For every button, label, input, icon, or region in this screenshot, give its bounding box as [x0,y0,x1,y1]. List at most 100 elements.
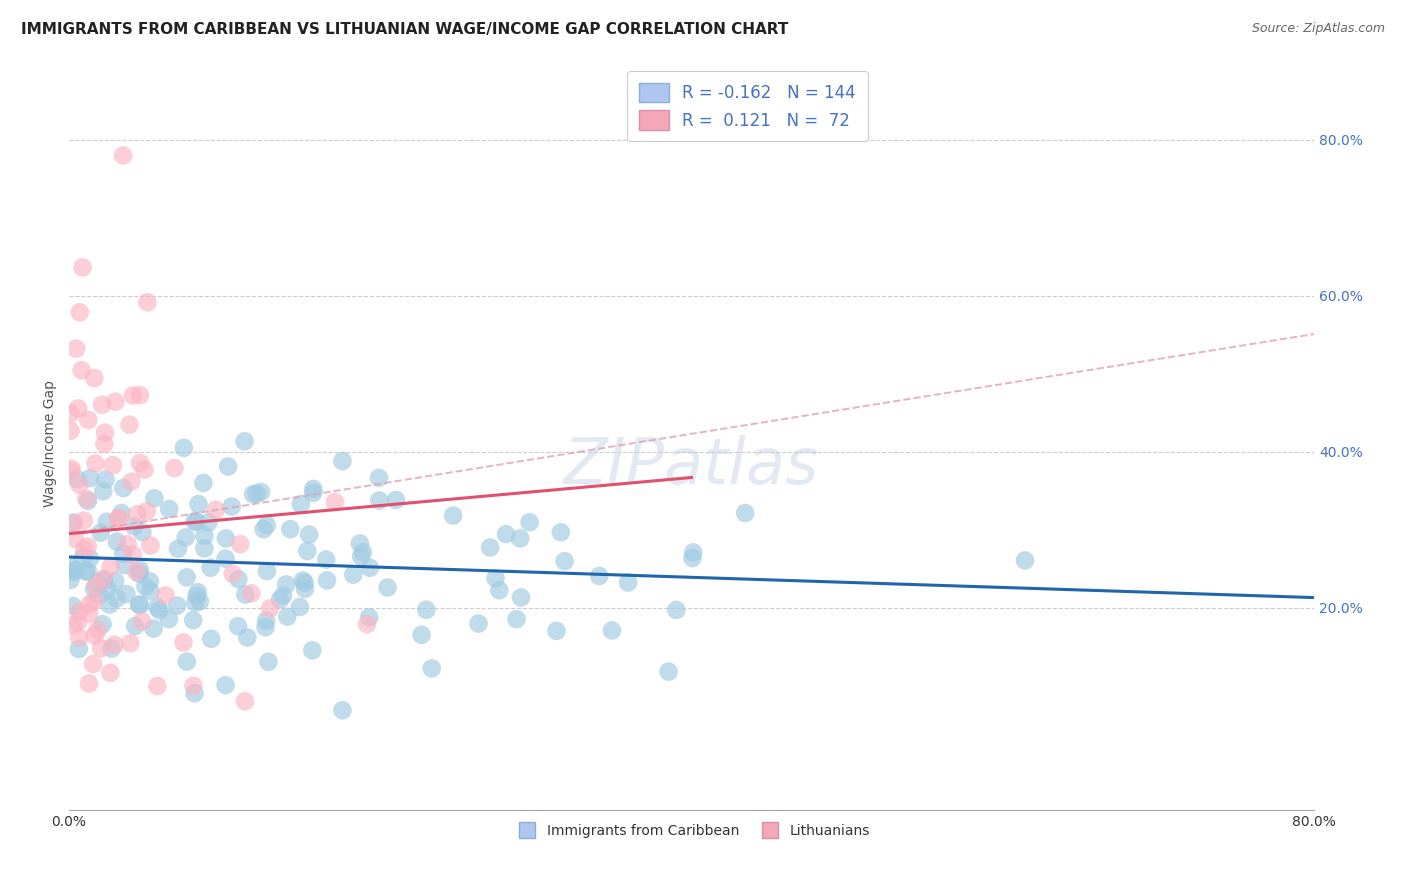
Point [62,599,84,613]
Point [240,586,263,600]
Point [173,441,195,455]
Point [77,676,100,690]
Point [75,565,97,579]
Point [59,406,82,420]
Point [441,508,464,523]
Point [242,487,264,501]
Point [229,537,252,551]
Point [172,635,194,649]
Point [115,587,138,601]
Point [108,511,131,525]
Point [114,558,136,573]
Point [385,493,408,508]
Point [79,598,101,612]
Point [415,603,437,617]
Point [98,665,121,680]
Point [193,541,215,556]
Point [77,607,100,621]
Point [70,363,93,377]
Point [682,551,704,566]
Point [665,603,688,617]
Point [291,574,314,588]
Point [139,574,162,589]
Point [83,371,105,385]
Point [546,624,568,638]
Point [174,530,197,544]
Point [84,579,107,593]
Point [256,564,278,578]
Point [302,486,325,500]
Point [139,539,162,553]
Point [112,481,135,495]
Point [233,588,256,602]
Point [122,388,145,402]
Point [200,632,222,646]
Point [467,616,489,631]
Point [112,148,135,162]
Point [146,679,169,693]
Point [301,643,323,657]
Point [323,495,346,509]
Point [166,599,188,613]
Point [79,471,101,485]
Point [66,615,89,629]
Point [682,545,704,559]
Point [148,603,170,617]
Point [510,591,533,605]
Point [176,570,198,584]
Point [97,582,120,596]
Point [82,657,104,671]
Point [186,515,208,529]
Point [193,529,215,543]
Point [288,599,311,614]
Point [59,464,82,478]
Point [83,594,105,608]
Point [122,519,145,533]
Point [90,525,112,540]
Point [104,394,127,409]
Point [120,636,142,650]
Point [117,537,139,551]
Point [181,613,204,627]
Point [60,462,83,476]
Point [59,573,82,587]
Point [155,588,177,602]
Point [105,591,128,606]
Point [124,619,146,633]
Point [128,598,150,612]
Point [215,532,238,546]
Point [197,516,219,530]
Text: ZIPatlas: ZIPatlas [564,435,820,497]
Point [479,541,502,555]
Point [59,424,82,438]
Point [315,552,337,566]
Point [550,525,572,540]
Point [200,560,222,574]
Point [734,506,756,520]
Point [488,583,510,598]
Point [157,612,180,626]
Point [246,487,269,501]
Point [183,686,205,700]
Point [142,622,165,636]
Point [125,565,148,579]
Point [519,516,541,530]
Point [134,462,156,476]
Point [183,515,205,529]
Point [128,598,150,612]
Point [84,457,107,471]
Point [163,461,186,475]
Point [131,615,153,629]
Point [278,522,301,536]
Point [131,525,153,540]
Point [269,592,291,607]
Point [143,491,166,506]
Point [62,516,84,530]
Point [221,500,243,514]
Point [120,475,142,489]
Point [342,567,364,582]
Point [129,388,152,402]
Point [420,661,443,675]
Point [83,628,105,642]
Point [290,497,312,511]
